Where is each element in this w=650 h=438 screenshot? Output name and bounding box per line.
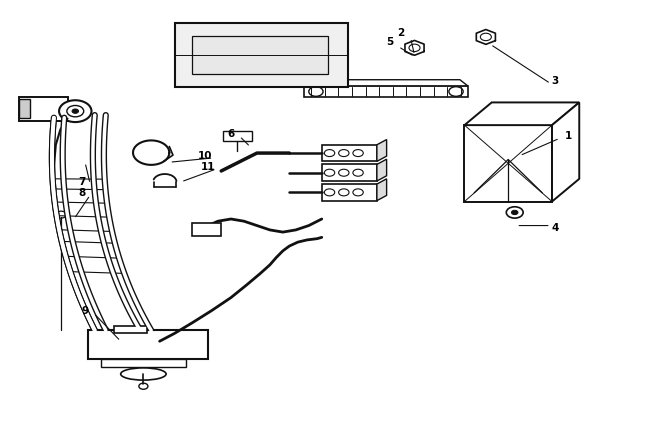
Text: 7: 7 [78,177,85,187]
Polygon shape [114,326,147,333]
Circle shape [59,100,92,122]
Polygon shape [322,164,377,181]
Bar [19,97,68,121]
Polygon shape [304,86,468,97]
Polygon shape [552,102,579,201]
Polygon shape [377,159,387,181]
Text: 6: 6 [227,129,235,139]
Polygon shape [192,223,221,236]
Text: 11: 11 [201,162,216,172]
Polygon shape [322,184,377,201]
Polygon shape [192,36,328,74]
Polygon shape [296,80,468,86]
Circle shape [512,210,518,215]
Circle shape [72,109,79,113]
Text: 10: 10 [198,151,213,161]
Polygon shape [465,125,552,201]
Text: 1: 1 [565,131,572,141]
Text: 3: 3 [552,77,559,86]
Text: 8: 8 [78,188,85,198]
Polygon shape [377,140,387,161]
Text: 4: 4 [552,223,559,233]
Polygon shape [88,330,208,359]
Polygon shape [19,99,30,118]
Polygon shape [222,131,252,141]
Text: 9: 9 [81,306,88,316]
Polygon shape [465,102,579,125]
Polygon shape [101,359,185,367]
Text: 5: 5 [386,37,393,47]
Ellipse shape [121,368,166,380]
Polygon shape [322,145,377,161]
Polygon shape [377,179,387,201]
Text: 2: 2 [397,28,404,39]
Polygon shape [174,23,348,87]
